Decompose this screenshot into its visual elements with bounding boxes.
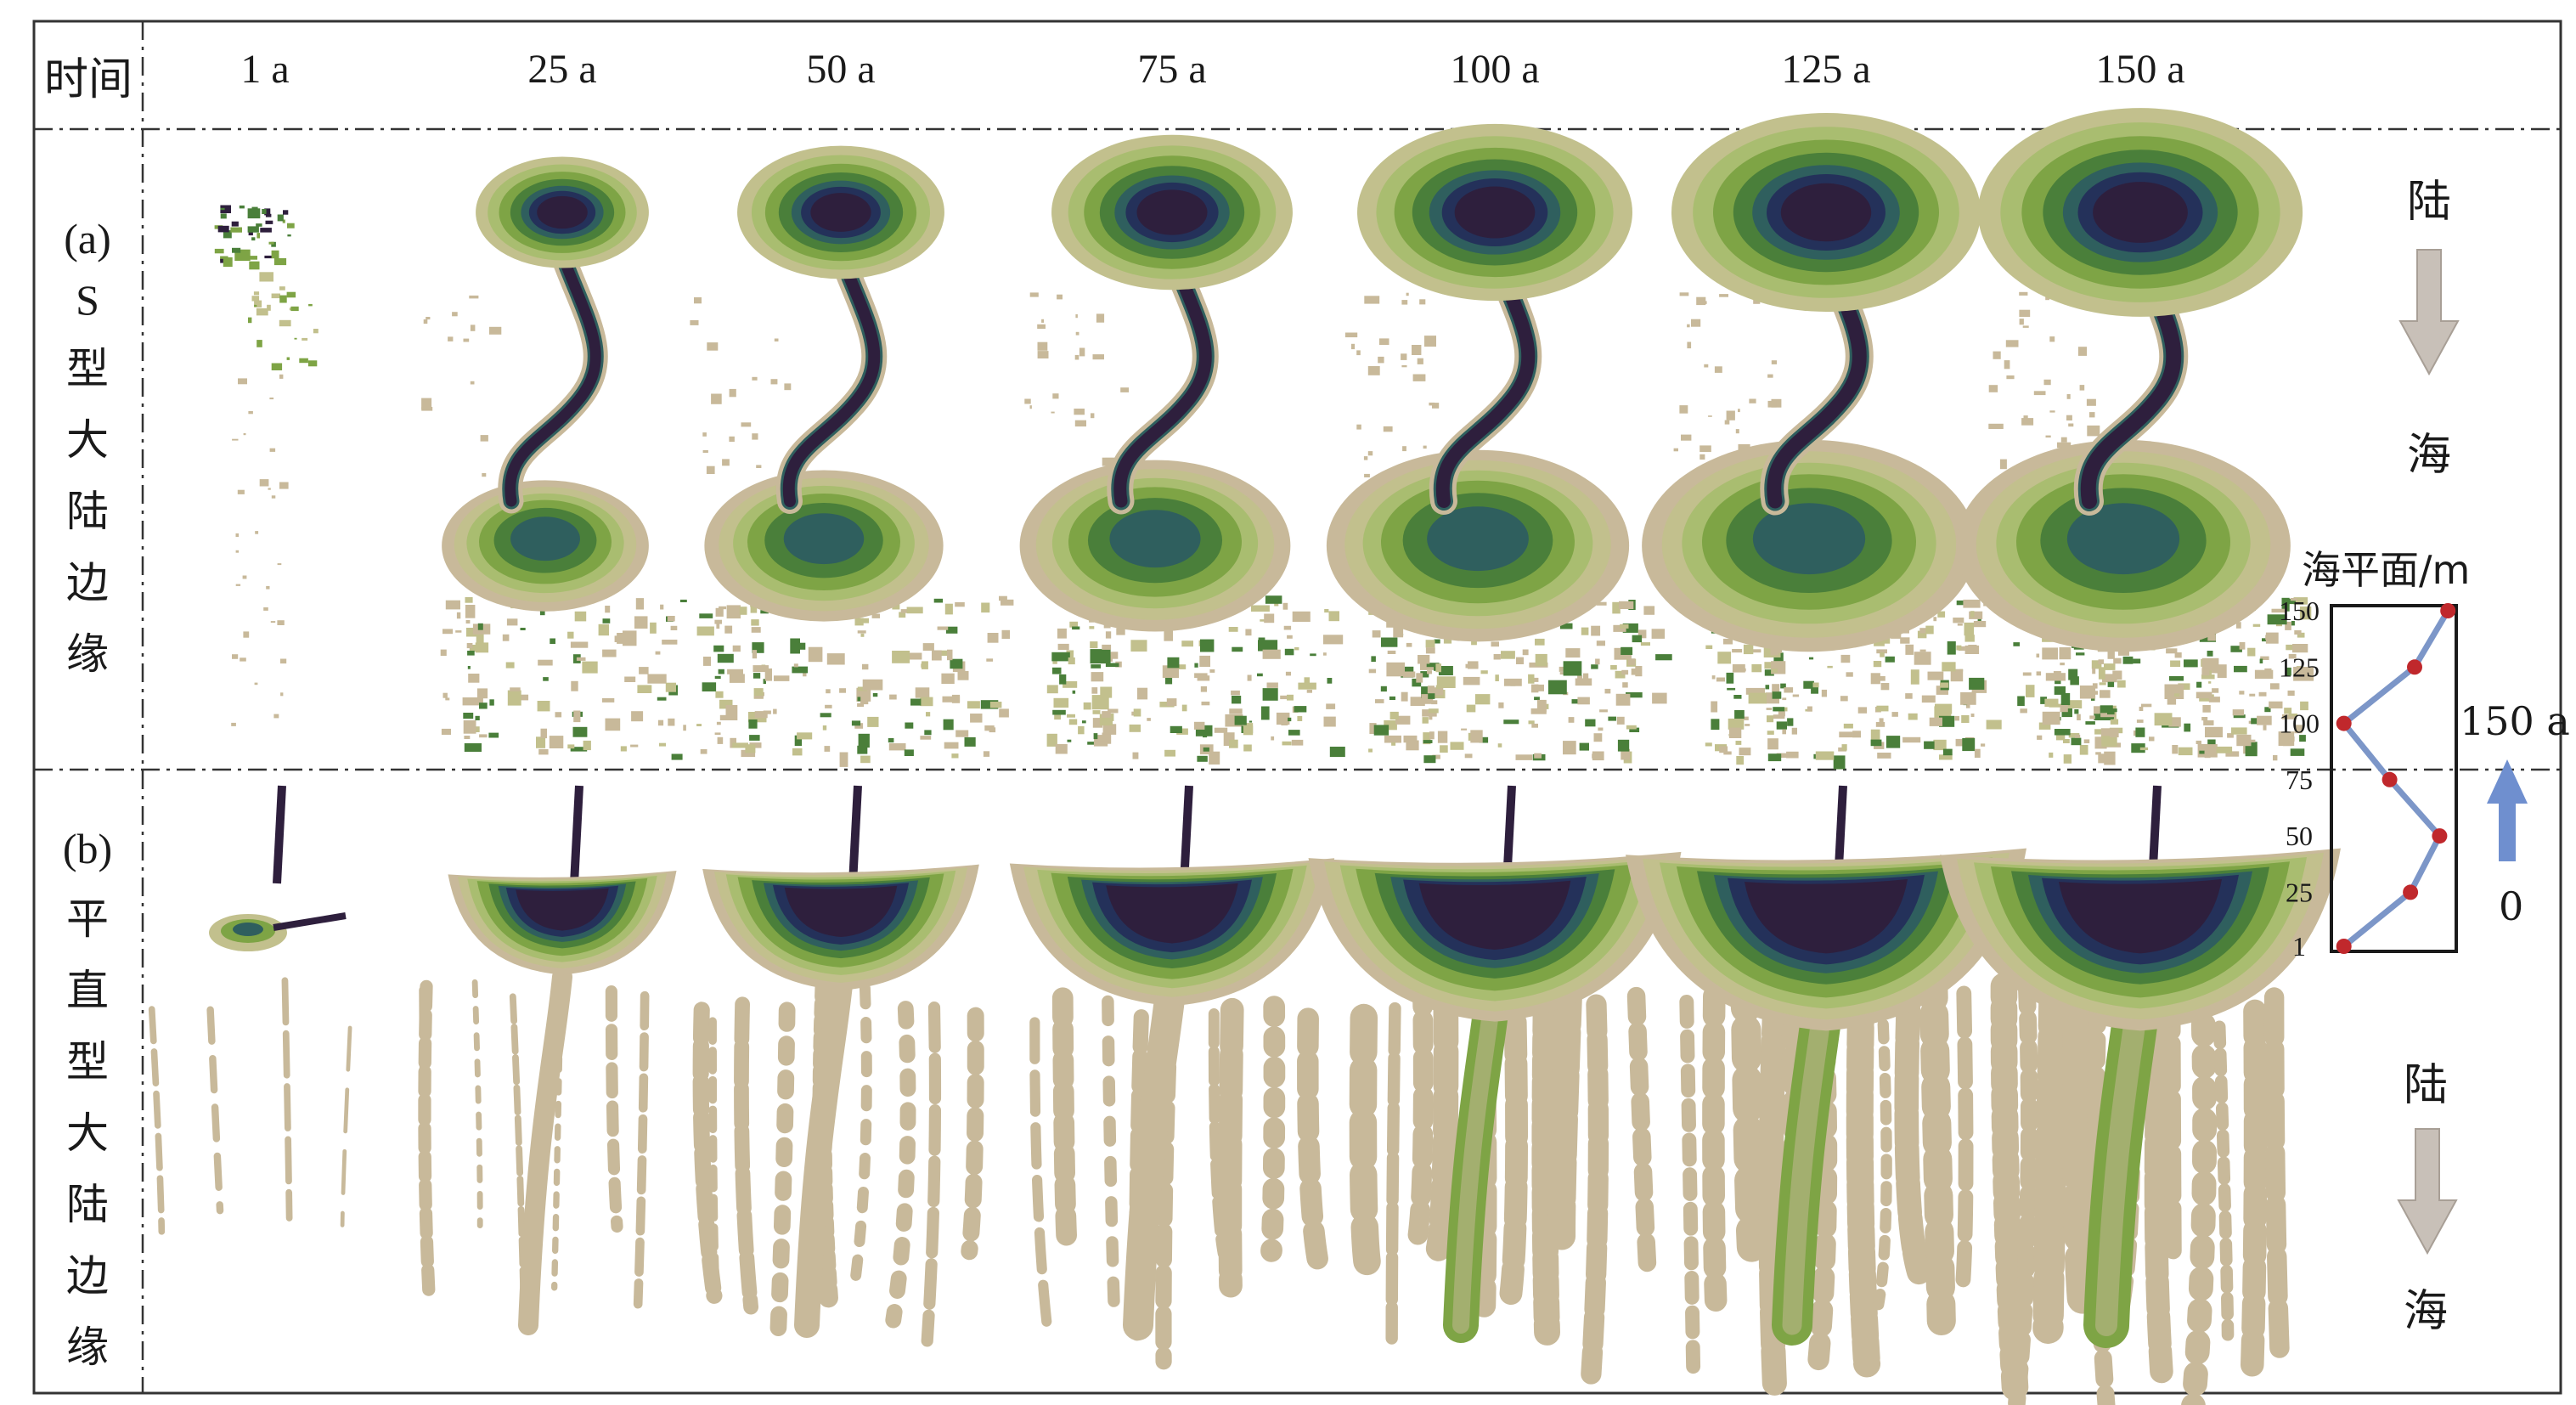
sea-label-top: 海 — [2407, 430, 2452, 481]
row-a-char: 边 — [66, 558, 109, 607]
sea-level-point — [2336, 939, 2352, 954]
map-panel-b-2 — [418, 785, 723, 1335]
row-a-char: 陆 — [66, 487, 109, 536]
map-panel-a-2 — [421, 156, 736, 760]
sea-level-point — [2440, 603, 2456, 618]
sea-level-tick-label: 25 — [2286, 877, 2313, 907]
time-arrow-icon — [2487, 759, 2528, 861]
sea-level-title: 海平面/m — [2302, 547, 2471, 593]
sea-level-point — [2407, 659, 2422, 675]
sea-level-tick-label: 50 — [2286, 821, 2313, 851]
map-panel-a-4 — [1019, 134, 1345, 765]
land-label-bottom: 陆 — [2404, 1060, 2449, 1111]
row-b-char: 缘 — [66, 1323, 109, 1372]
sea-level-point — [2432, 828, 2448, 844]
row-b-label: (b) — [62, 825, 113, 872]
time-label-100a: 100 a — [1450, 47, 1540, 92]
row-b-char: 型 — [66, 1037, 109, 1086]
time-label-150a: 150 a — [2095, 47, 2185, 92]
row-b-char: 平 — [66, 894, 109, 944]
row-a-char: 型 — [66, 344, 109, 393]
land-to-sea-arrow-icon — [2397, 1128, 2458, 1255]
sea-level-tick-label: 1 — [2292, 931, 2306, 962]
sea-level-point — [2336, 715, 2352, 731]
sea-level-point — [2382, 771, 2398, 787]
map-panel-a-5 — [1326, 123, 1672, 764]
time-label-1a: 1 a — [240, 47, 290, 92]
sea-level-point — [2403, 884, 2419, 900]
map-panel-b-4 — [1009, 785, 1335, 1370]
row-a-char: S — [76, 276, 99, 324]
land-label-top: 陆 — [2407, 177, 2452, 228]
row-a-title: (a) S 型 大 陆 边 缘 — [49, 214, 126, 691]
time-range-bottom: 0 — [2499, 883, 2524, 929]
land-to-sea-arrow-icon — [2398, 249, 2460, 376]
time-label-75a: 75 a — [1137, 47, 1207, 92]
sea-level-tick-label: 150 — [2279, 595, 2320, 626]
time-header-label: 时间 — [44, 54, 133, 105]
sea-label-bottom: 海 — [2404, 1286, 2449, 1337]
map-panel-b-6 — [1626, 785, 2026, 1402]
map-panel-b-5 — [1308, 785, 1682, 1385]
time-label-50a: 50 a — [806, 47, 876, 92]
row-b-char: 大 — [66, 1109, 109, 1158]
sea-level-chart-frame — [2330, 604, 2458, 953]
map-panel-a-7 — [1956, 108, 2314, 765]
row-b-char: 边 — [66, 1251, 109, 1301]
time-label-125a: 125 a — [1781, 47, 1871, 92]
row-a-char: 大 — [66, 415, 109, 465]
row-b-title: (b) 平 直 型 大 陆 边 缘 — [49, 824, 126, 1385]
row-b-char: 直 — [66, 966, 109, 1015]
time-range-top: 150 a — [2460, 698, 2570, 744]
map-panel-a-6 — [1642, 113, 2002, 770]
row-a-label: (a) — [64, 215, 111, 262]
sea-level-tick-label: 100 — [2279, 708, 2320, 739]
time-label-25a: 25 a — [527, 47, 597, 92]
map-panel-a-1 — [214, 205, 318, 726]
row-a-char: 缘 — [66, 629, 109, 679]
map-panel-b-3 — [702, 785, 984, 1352]
sea-level-tick-label: 75 — [2286, 765, 2313, 795]
map-panel-b-7 — [1940, 785, 2341, 1405]
row-b-char: 陆 — [66, 1180, 109, 1229]
map-panel-a-3 — [690, 145, 1014, 767]
sea-level-tick-label: 125 — [2279, 652, 2320, 682]
